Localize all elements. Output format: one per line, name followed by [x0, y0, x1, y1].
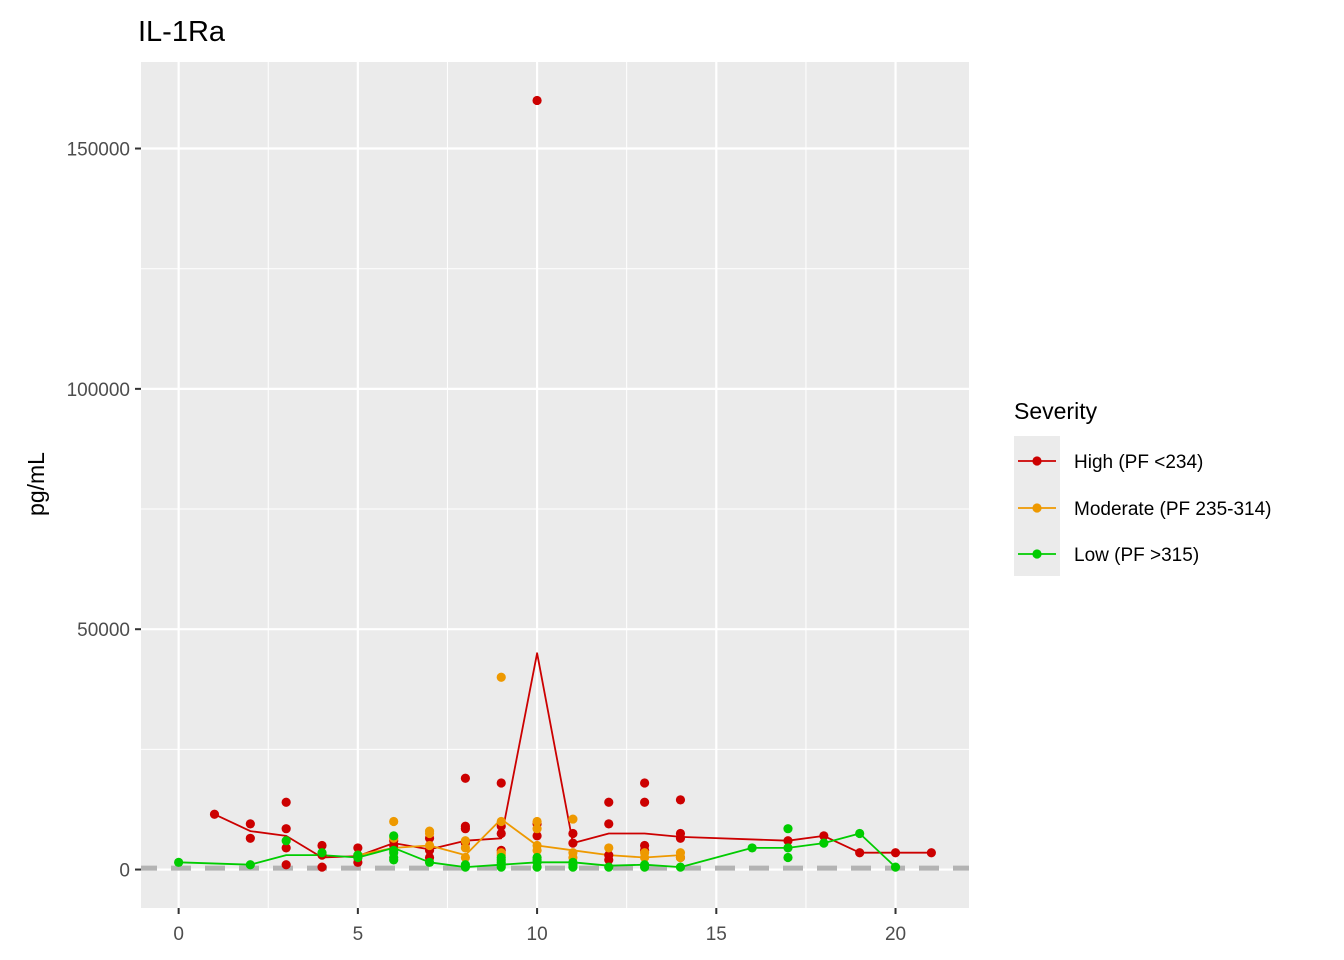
plot-panel	[141, 62, 969, 908]
data-point	[281, 843, 291, 853]
data-point	[532, 831, 542, 841]
data-point	[460, 852, 470, 863]
data-point	[424, 840, 435, 851]
data-point	[460, 824, 470, 834]
data-point	[675, 852, 686, 863]
data-point	[317, 862, 327, 872]
data-point	[532, 816, 542, 827]
x-tick-label: 10	[527, 924, 548, 945]
data-point	[568, 838, 578, 848]
data-point	[675, 795, 686, 805]
data-point	[604, 819, 614, 829]
data-point	[174, 857, 184, 867]
data-point	[532, 95, 542, 106]
data-point	[890, 848, 901, 858]
data-point	[281, 824, 291, 834]
y-tick-label: 150000	[67, 140, 130, 161]
data-point	[532, 824, 542, 834]
data-point	[604, 797, 614, 807]
data-point	[424, 857, 435, 867]
data-point	[640, 778, 650, 788]
data-point	[460, 862, 470, 872]
x-tick-label: 20	[885, 924, 906, 945]
data-point	[281, 860, 291, 870]
y-tick-label: 50000	[77, 620, 130, 641]
legend-label: Moderate (PF 235-314)	[1074, 499, 1272, 520]
data-point	[353, 843, 363, 853]
y-tick-label: 100000	[67, 380, 130, 401]
data-point	[532, 862, 542, 872]
data-point	[926, 848, 936, 858]
data-point	[640, 852, 650, 863]
data-point	[424, 828, 435, 839]
data-point	[604, 843, 614, 853]
legend-key-point	[1032, 549, 1042, 559]
data-point	[819, 838, 829, 848]
data-point	[890, 862, 901, 872]
data-point	[675, 833, 686, 843]
data-point	[640, 862, 650, 872]
series-line-1	[357, 818, 681, 859]
data-point	[783, 852, 793, 863]
x-axis-tick-labels: 0 5 10 15 20	[173, 924, 906, 945]
x-tick-label: 15	[706, 924, 727, 945]
legend-key-point	[1032, 503, 1042, 513]
data-point	[353, 852, 363, 863]
y-axis-title: pg/mL	[23, 452, 49, 516]
y-axis-tick-labels: 0 50000 100000 150000	[67, 140, 130, 882]
data-point	[496, 778, 506, 788]
chart-title: IL-1Ra	[138, 16, 226, 48]
x-tick-label: 0	[173, 924, 184, 945]
data-point	[496, 816, 506, 827]
axis-ticks	[135, 147, 897, 914]
data-point	[389, 855, 399, 865]
data-point	[496, 828, 506, 839]
legend-title: Severity	[1014, 398, 1098, 424]
data-point	[496, 672, 506, 682]
data-point	[568, 862, 578, 872]
data-point	[783, 824, 793, 834]
data-point	[675, 862, 686, 872]
y-tick-label: 0	[119, 861, 130, 882]
data-point	[209, 809, 220, 819]
data-point	[568, 828, 578, 839]
data-point	[604, 862, 614, 872]
legend-label: High (PF <234)	[1074, 452, 1203, 473]
data-point	[819, 831, 829, 841]
data-point	[389, 831, 399, 841]
data-point	[783, 836, 793, 846]
data-point	[640, 797, 650, 807]
data-point	[747, 843, 757, 853]
data-point	[317, 840, 327, 851]
data-point	[317, 848, 327, 858]
data-point	[245, 833, 255, 843]
data-point	[532, 845, 542, 855]
data-point	[281, 836, 291, 846]
data-point	[460, 843, 470, 853]
data-point	[783, 843, 793, 853]
data-point	[460, 773, 470, 783]
data-point	[855, 828, 865, 839]
data-point	[496, 862, 506, 872]
data-point	[855, 848, 865, 858]
legend-key-point	[1032, 456, 1042, 466]
data-point	[389, 816, 399, 827]
x-tick-label: 5	[353, 924, 364, 945]
legend: Severity High (PF <234) Moderate (PF 235-…	[1014, 398, 1272, 576]
data-point	[281, 797, 291, 807]
data-point	[460, 836, 470, 846]
legend-keys: High (PF <234) Moderate (PF 235-314) Low (…	[1018, 452, 1272, 566]
legend-label: Low (PF >315)	[1074, 545, 1199, 566]
data-point	[245, 860, 255, 870]
data-point	[568, 814, 578, 824]
series-points-layer	[174, 95, 936, 872]
data-point	[604, 855, 614, 865]
data-point	[245, 819, 255, 829]
